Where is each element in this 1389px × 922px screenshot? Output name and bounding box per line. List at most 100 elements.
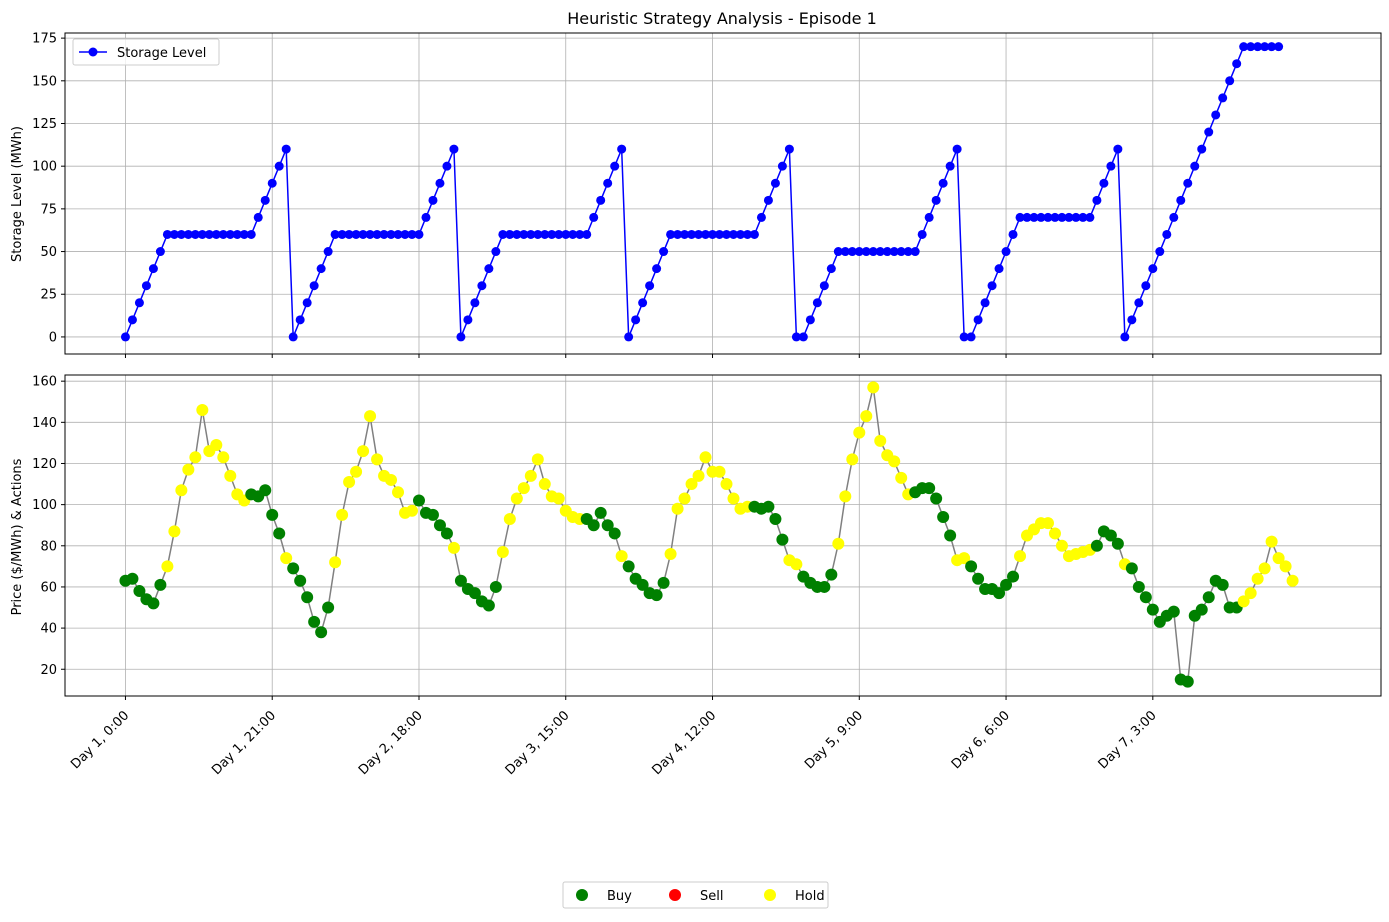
storage-point [393, 229, 403, 239]
storage-point [568, 229, 578, 239]
storage-point [666, 229, 676, 239]
storage-point [477, 281, 487, 291]
legend-label-hold: Hold [795, 889, 825, 904]
storage-grid [65, 33, 1381, 354]
storage-point [183, 229, 193, 239]
hold-point [888, 455, 901, 468]
legend-label-buy: Buy [607, 889, 632, 904]
storage-point [421, 212, 431, 222]
storage-y-axis: 0 25 50 75 100 125 150 175 [32, 32, 65, 345]
storage-point [1134, 298, 1144, 308]
storage-point [861, 247, 871, 257]
buy-point [937, 510, 950, 523]
storage-point [372, 229, 382, 239]
storage-point [1064, 212, 1074, 222]
hold-point [671, 502, 684, 515]
storage-point [148, 264, 158, 274]
storage-point [1260, 42, 1270, 52]
storage-point [687, 229, 697, 239]
storage-y-tick-label: 125 [32, 117, 57, 132]
price-plot-frame [64, 374, 1382, 697]
storage-point [1232, 59, 1242, 69]
buy-point [608, 527, 621, 540]
buy-point [776, 533, 789, 546]
storage-y-tick-label: 25 [40, 288, 57, 303]
storage-plot-frame [64, 32, 1382, 355]
chart-title: Heuristic Strategy Analysis - Episode 1 [567, 9, 877, 28]
storage-point [603, 178, 613, 188]
storage-point [987, 281, 997, 291]
buy-point [923, 482, 936, 495]
buy-point [622, 560, 635, 573]
buy-point [482, 599, 495, 612]
storage-point [812, 298, 822, 308]
hold-point [280, 552, 293, 565]
storage-point [225, 229, 235, 239]
storage-point [966, 332, 976, 342]
storage-point [211, 229, 221, 239]
storage-point [868, 247, 878, 257]
price-y-tick-label: 160 [32, 375, 57, 390]
storage-point [253, 212, 263, 222]
storage-point [889, 247, 899, 257]
storage-point [826, 264, 836, 274]
storage-point [344, 229, 354, 239]
buy-point [454, 574, 467, 587]
storage-y-tick-label: 150 [32, 74, 57, 89]
storage-y-label: Storage Level (MWh) [10, 126, 25, 262]
storage-point [512, 229, 522, 239]
storage-point [1029, 212, 1039, 222]
hold-point [357, 445, 370, 458]
hold-point [1048, 527, 1061, 540]
storage-point [120, 332, 130, 342]
storage-point [449, 144, 459, 154]
storage-point [1036, 212, 1046, 222]
storage-point [141, 281, 151, 291]
storage-point [1008, 229, 1018, 239]
storage-point [596, 195, 606, 205]
price-y-tick-label: 40 [40, 622, 57, 637]
storage-point [232, 229, 242, 239]
storage-point [1043, 212, 1053, 222]
storage-point [491, 247, 501, 257]
hold-point [210, 438, 223, 451]
storage-point [1050, 212, 1060, 222]
storage-point [267, 178, 277, 188]
buy-point [594, 506, 607, 519]
storage-point [519, 229, 529, 239]
price-y-axis: 20 40 60 80 100 120 140 160 [32, 375, 65, 678]
hold-point [615, 550, 628, 563]
storage-point [805, 315, 815, 325]
storage-point [435, 178, 445, 188]
hold-point [867, 381, 880, 394]
storage-point [645, 281, 655, 291]
storage-point [673, 229, 683, 239]
hold-point [1014, 550, 1027, 563]
hold-point [182, 463, 195, 476]
hold-point [713, 465, 726, 478]
buy-point [818, 580, 831, 593]
hold-point [385, 473, 398, 486]
storage-point [554, 229, 564, 239]
storage-point [749, 229, 759, 239]
storage-point [910, 247, 920, 257]
storage-point [701, 229, 711, 239]
price-y-tick-label: 120 [32, 457, 57, 472]
storage-point [1190, 161, 1200, 171]
hold-point [350, 465, 363, 478]
storage-point [847, 247, 857, 257]
buy-point [1007, 570, 1020, 583]
buy-point [1195, 603, 1208, 616]
storage-point [959, 332, 969, 342]
storage-point [288, 332, 298, 342]
storage-point [770, 178, 780, 188]
storage-point [694, 229, 704, 239]
hold-point [189, 451, 202, 464]
storage-point [638, 298, 648, 308]
buy-point [322, 601, 335, 614]
storage-point [1204, 127, 1214, 137]
legend-swatch-hold [764, 889, 776, 901]
storage-point [1225, 76, 1235, 86]
storage-point [316, 264, 326, 274]
